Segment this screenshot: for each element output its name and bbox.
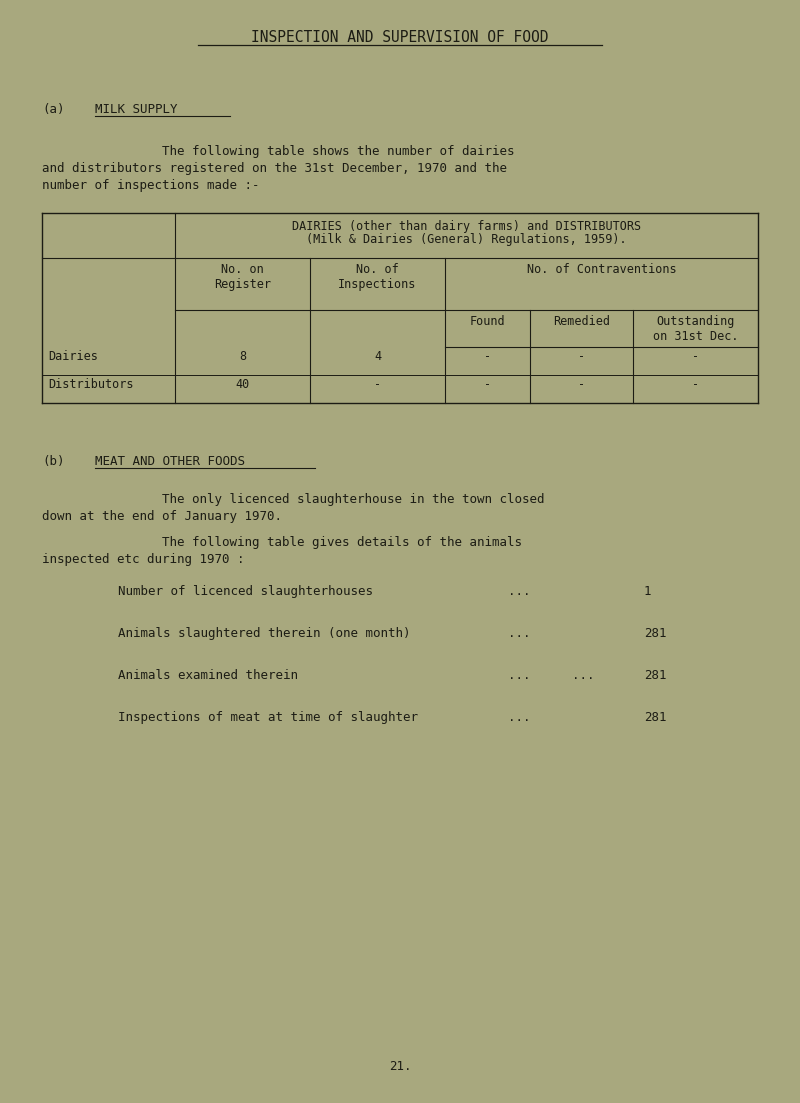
Text: No. of
Inspections: No. of Inspections — [338, 263, 417, 291]
Text: 281: 281 — [644, 627, 666, 640]
Text: 281: 281 — [644, 670, 666, 682]
Text: The only licenced slaughterhouse in the town closed: The only licenced slaughterhouse in the … — [162, 493, 545, 506]
Text: -: - — [578, 378, 585, 392]
Text: ...: ... — [508, 711, 530, 724]
Text: 21.: 21. — [389, 1060, 411, 1073]
Text: Animals examined therein: Animals examined therein — [118, 670, 298, 682]
Text: MILK SUPPLY: MILK SUPPLY — [95, 103, 178, 116]
Text: Dairies: Dairies — [48, 351, 98, 364]
Text: number of inspections made :-: number of inspections made :- — [42, 179, 259, 192]
Text: MEAT AND OTHER FOODS: MEAT AND OTHER FOODS — [95, 456, 245, 468]
Text: 1: 1 — [644, 585, 651, 598]
Text: ...: ... — [508, 670, 530, 682]
Text: inspected etc during 1970 :: inspected etc during 1970 : — [42, 553, 245, 566]
Text: (a): (a) — [42, 103, 65, 116]
Text: (b): (b) — [42, 456, 65, 468]
Text: Animals slaughtered therein (one month): Animals slaughtered therein (one month) — [118, 627, 410, 640]
Text: The following table shows the number of dairies: The following table shows the number of … — [162, 144, 514, 158]
Text: The following table gives details of the animals: The following table gives details of the… — [162, 536, 522, 549]
Text: -: - — [484, 378, 491, 392]
Text: DAIRIES (other than dairy farms) and DISTRIBUTORS: DAIRIES (other than dairy farms) and DIS… — [292, 219, 641, 233]
Text: 8: 8 — [239, 351, 246, 364]
Text: 40: 40 — [235, 378, 250, 392]
Text: -: - — [484, 351, 491, 364]
Text: Outstanding
on 31st Dec.: Outstanding on 31st Dec. — [653, 315, 738, 343]
Text: ...: ... — [508, 585, 530, 598]
Text: 281: 281 — [644, 711, 666, 724]
Text: ...: ... — [572, 670, 594, 682]
Text: INSPECTION AND SUPERVISION OF FOOD: INSPECTION AND SUPERVISION OF FOOD — [251, 30, 549, 45]
Text: Distributors: Distributors — [48, 378, 134, 392]
Text: Found: Found — [470, 315, 506, 328]
Text: -: - — [692, 351, 699, 364]
Text: and distributors registered on the 31st December, 1970 and the: and distributors registered on the 31st … — [42, 162, 507, 175]
Text: -: - — [692, 378, 699, 392]
Text: down at the end of January 1970.: down at the end of January 1970. — [42, 510, 282, 523]
Text: ...: ... — [508, 627, 530, 640]
Text: -: - — [374, 378, 381, 392]
Text: Number of licenced slaughterhouses: Number of licenced slaughterhouses — [118, 585, 373, 598]
Text: 4: 4 — [374, 351, 381, 364]
Text: -: - — [578, 351, 585, 364]
Text: No. on
Register: No. on Register — [214, 263, 271, 291]
Text: (Milk & Dairies (General) Regulations, 1959).: (Milk & Dairies (General) Regulations, 1… — [306, 233, 627, 246]
Text: Remedied: Remedied — [553, 315, 610, 328]
Text: Inspections of meat at time of slaughter: Inspections of meat at time of slaughter — [118, 711, 418, 724]
Text: No. of Contraventions: No. of Contraventions — [526, 263, 676, 276]
